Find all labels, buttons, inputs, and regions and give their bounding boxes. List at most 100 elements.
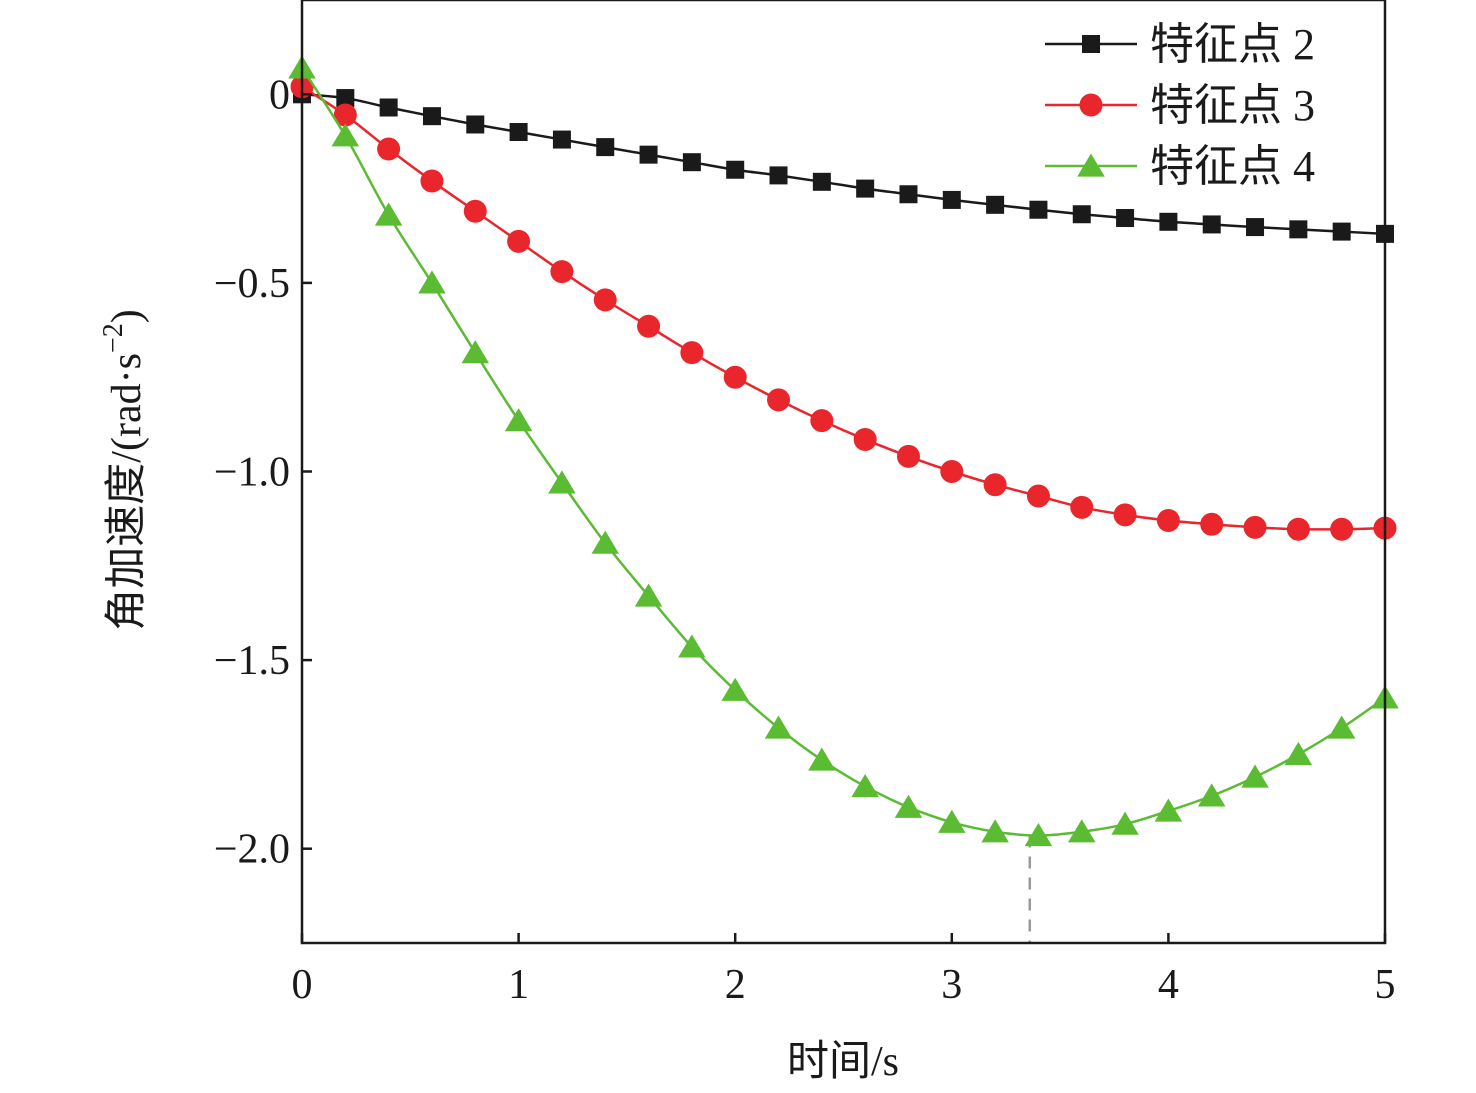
axes: 0 1 2 3 4 5 0 −0.5 −1.0 −1.5 −2.0 [214,0,1396,1008]
data-point [552,130,571,149]
data-point [1286,517,1310,541]
data-point [723,365,747,389]
data-point [1026,484,1050,508]
data-point [767,388,791,412]
data-point [1330,517,1354,541]
data-point [461,340,490,364]
data-point [1068,819,1096,843]
data-point [1159,212,1178,231]
data-point [682,153,701,172]
data-point [1200,512,1224,536]
data-point [986,195,1005,214]
data-point [331,123,360,147]
data-point [596,138,615,157]
x-tick-label: 2 [725,962,746,1008]
data-point [466,115,485,134]
data-point [769,166,788,185]
data-point [637,314,661,338]
data-point [1070,495,1094,519]
legend-label: 特征点 3 [1150,81,1315,130]
legend-marker [1082,35,1100,53]
data-point [379,98,398,117]
data-point [1156,509,1180,533]
series-1 [293,85,1394,243]
data-point [812,172,831,191]
data-point [377,137,401,161]
y-tick-label: 0 [269,72,290,118]
data-point [591,530,619,554]
y-axis-title-close: ) [104,309,150,323]
data-point [1197,783,1226,807]
data-point [856,179,875,198]
data-point [422,107,441,126]
legend-entry: 特征点 4 [1045,142,1315,191]
data-point [374,202,403,226]
data-point [1111,811,1139,835]
data-point [634,583,663,607]
legend-marker [1077,153,1105,177]
legend: 特征点 2 特征点 3 特征点 4 [1045,20,1315,191]
data-point [504,408,533,432]
data-point [899,185,918,204]
y-axis-title: 角加速度/(rad·s−2) [98,309,150,630]
data-point [1284,741,1313,766]
data-point [1332,222,1351,241]
data-point [1243,515,1267,539]
data-point [463,199,487,223]
data-point [1289,220,1308,239]
data-point [639,145,658,164]
data-point [548,470,576,494]
data-point [1116,209,1135,228]
data-point [507,229,531,253]
data-point [983,473,1007,497]
x-tick-label: 4 [1158,962,1179,1008]
data-point [1113,503,1137,527]
data-point [1202,215,1221,234]
y-tick-label: −1.0 [214,450,290,496]
data-point [851,773,879,798]
x-tick-label: 3 [941,962,962,1008]
data-point [1029,200,1048,219]
plot-area [288,55,1399,943]
data-point [896,444,920,468]
data-point [721,677,749,701]
x-tick-label: 0 [292,962,313,1008]
series-3 [288,55,1399,847]
data-point [593,288,617,312]
data-point [1024,822,1053,847]
data-point [894,794,923,818]
legend-marker [1079,93,1103,117]
data-point [1072,205,1091,224]
data-point [853,427,877,451]
data-point [810,409,834,433]
y-tick-label: −0.5 [214,261,290,307]
x-axis-title: 时间/s [787,1039,899,1085]
data-point [938,809,966,833]
data-point [1327,715,1356,739]
data-point [420,169,444,193]
y-tick-label: −1.5 [214,638,290,684]
legend-label: 特征点 2 [1150,20,1315,69]
data-point [1241,764,1269,788]
series-2 [290,75,1397,541]
legend-entry: 特征点 2 [1045,20,1315,69]
x-tick-label: 1 [508,962,529,1008]
x-tick-label: 5 [1375,962,1396,1008]
data-point [764,715,793,739]
legend-label: 特征点 4 [1150,142,1315,191]
data-point [981,819,1009,843]
data-point [942,190,961,209]
data-point [1154,798,1183,822]
data-point [808,747,836,771]
data-point [333,103,357,127]
data-point [418,270,446,294]
legend-entry: 特征点 3 [1045,81,1315,130]
data-point [509,123,528,142]
data-point [680,341,704,365]
data-point [550,260,574,284]
data-point [1246,218,1265,237]
data-point [336,89,355,108]
data-point [678,634,706,658]
data-point [940,460,964,483]
